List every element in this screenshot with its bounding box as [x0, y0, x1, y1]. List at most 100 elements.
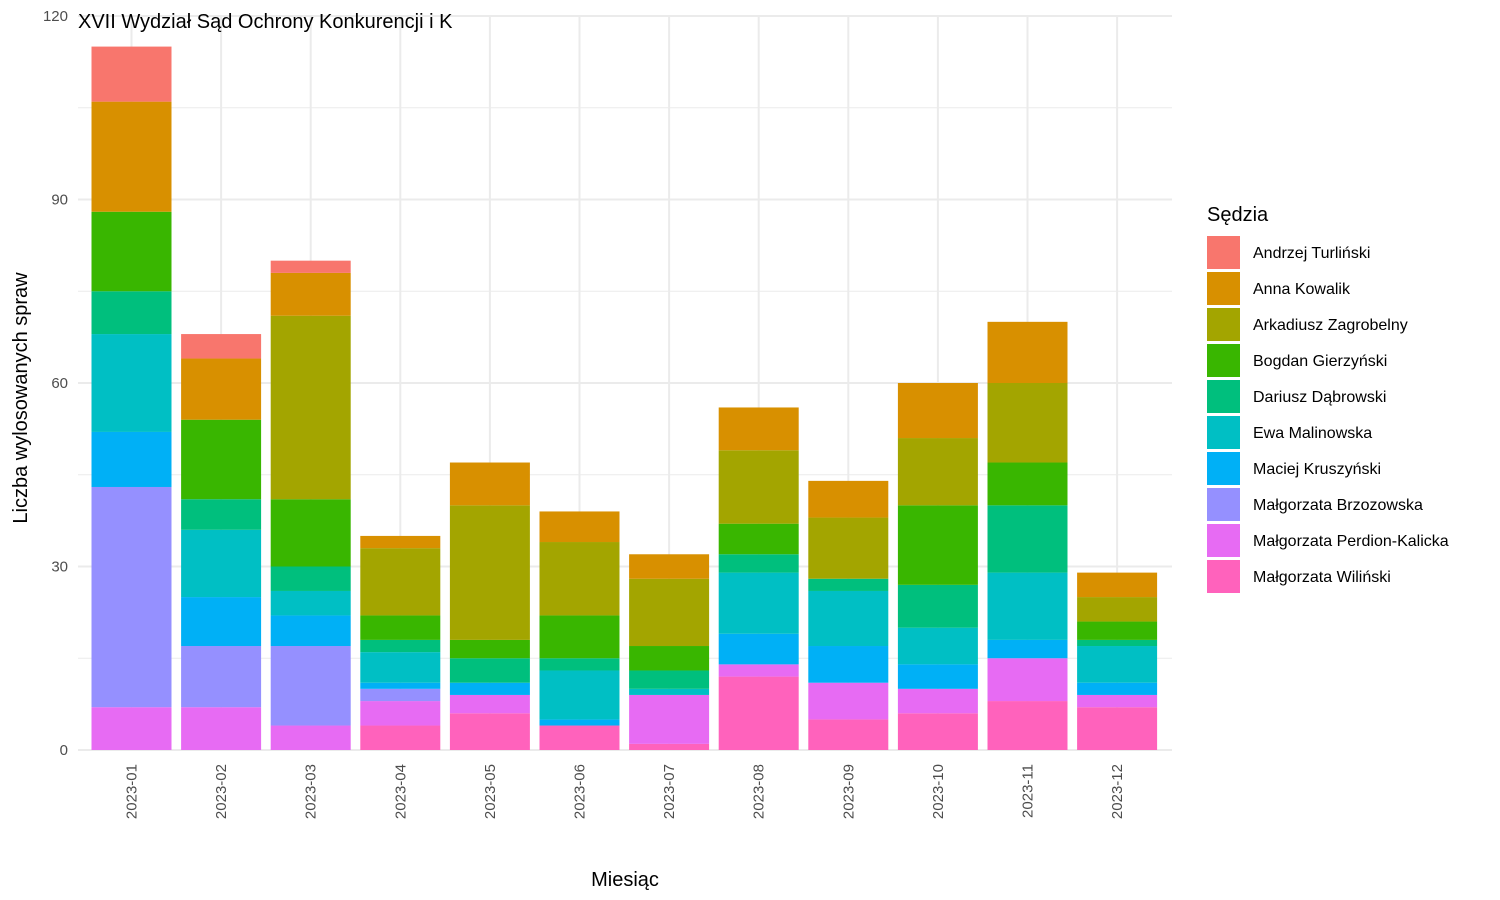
y-axis-ticks: 0 30 60 90 120: [43, 8, 68, 759]
bar-segment: [1077, 572, 1158, 598]
bar-segment: [718, 664, 799, 677]
bar-segment: [718, 523, 799, 555]
bar-segment: [629, 578, 710, 647]
x-axis-title: Miesiąc: [591, 869, 659, 891]
bar-segment: [181, 358, 262, 420]
bar-segment: [360, 639, 441, 653]
bar-segment: [629, 646, 710, 671]
bar-segment: [181, 597, 262, 647]
legend-label: Małgorzata Wiliński: [1253, 569, 1391, 586]
bar-segment: [987, 462, 1068, 506]
bar-segment: [897, 438, 978, 506]
bar-segment: [360, 725, 441, 750]
bar-segment: [539, 615, 620, 659]
x-tick-label: 2023-07: [661, 764, 678, 819]
bar-segment: [270, 615, 351, 647]
bar-segment: [360, 688, 441, 702]
bar-segment: [181, 707, 262, 750]
y-tick-label: 30: [51, 559, 68, 576]
bar-segment: [360, 652, 441, 683]
bar-segment: [360, 701, 441, 726]
x-tick-label: 2023-09: [840, 764, 857, 819]
bar-segment: [987, 505, 1068, 573]
legend-swatch: [1207, 560, 1240, 593]
bar-segment: [808, 646, 889, 683]
legend-swatch: [1207, 236, 1240, 269]
bar-segment: [449, 694, 530, 714]
bar-segment: [718, 407, 799, 451]
bar-segment: [539, 670, 620, 720]
bar-segment: [808, 578, 889, 591]
bar-segment: [1077, 707, 1158, 750]
bar-segment: [1077, 597, 1158, 622]
chart-title: XVII Wydział Sąd Ochrony Konkurencji i K: [78, 11, 453, 33]
x-tick-label: 2023-10: [930, 764, 947, 819]
bar-segment: [270, 315, 351, 500]
x-tick-label: 2023-03: [303, 764, 320, 819]
bar-segment: [987, 701, 1068, 750]
legend: Sędzia Andrzej Turliński Anna Kowalik Arka…: [1207, 204, 1449, 593]
bar-segment: [539, 725, 620, 750]
bar-segment: [987, 321, 1068, 383]
bar-segment: [91, 211, 172, 292]
bar-segment: [449, 713, 530, 750]
legend-label: Anna Kowalik: [1253, 281, 1351, 298]
y-tick-label: 0: [60, 742, 68, 759]
x-tick-label: 2023-05: [482, 764, 499, 819]
bar-segment: [270, 725, 351, 750]
bar-segment: [360, 548, 441, 616]
bar-segment: [1077, 682, 1158, 695]
bar-segment: [270, 272, 351, 316]
bar-segment: [1077, 639, 1158, 647]
bar-segment: [897, 383, 978, 439]
bar-segment: [629, 694, 710, 744]
bar-segment: [897, 627, 978, 665]
legend-label: Bogdan Gierzyński: [1253, 353, 1387, 370]
bar-segment: [270, 260, 351, 273]
bar-segment: [629, 670, 710, 689]
x-tick-label: 2023-08: [751, 764, 768, 819]
bar-segment: [91, 101, 172, 212]
y-tick-label: 60: [51, 375, 68, 392]
legend-label: Dariusz Dąbrowski: [1253, 389, 1386, 406]
bar-segment: [91, 334, 172, 432]
legend-swatch: [1207, 272, 1240, 305]
x-tick-label: 2023-06: [572, 764, 589, 819]
bar-segment: [270, 590, 351, 616]
bar-segment: [629, 743, 710, 750]
x-tick-label: 2023-12: [1109, 764, 1126, 819]
legend-swatch: [1207, 452, 1240, 485]
bar-segment: [718, 450, 799, 524]
bar-segment: [91, 707, 172, 750]
bar-segment: [718, 554, 799, 573]
legend-label: Małgorzata Brzozowska: [1253, 497, 1423, 514]
bar-segment: [360, 535, 441, 549]
bar-segment: [987, 572, 1068, 640]
bar-segment: [181, 419, 262, 500]
bar-segment: [1077, 621, 1158, 640]
x-tick-label: 2023-01: [124, 764, 141, 819]
bar-segment: [808, 719, 889, 750]
x-axis-ticks: 2023-01 2023-02 2023-03 2023-04 2023-05 2023-…: [124, 764, 1127, 819]
bar-segment: [91, 486, 172, 708]
bar-segment: [897, 713, 978, 750]
bar-segment: [897, 584, 978, 628]
legend-swatch: [1207, 416, 1240, 449]
legend-label: Arkadiusz Zagrobelny: [1253, 317, 1408, 334]
legend-items: Andrzej Turliński Anna Kowalik Arkadiusz Z…: [1207, 236, 1449, 593]
bar-segment: [987, 639, 1068, 659]
bar-segment: [449, 682, 530, 695]
bar-segment: [718, 633, 799, 665]
bar-segment: [629, 688, 710, 695]
bar-segment: [360, 615, 441, 640]
bar-segment: [987, 658, 1068, 702]
y-axis-title: Liczba wylosowanych spraw: [10, 272, 32, 524]
bar-segment: [808, 480, 889, 518]
bar-segment: [1077, 694, 1158, 708]
bar-segment: [91, 431, 172, 487]
bars-group: [91, 46, 1158, 750]
bar-segment: [449, 658, 530, 683]
bar-segment: [181, 334, 262, 359]
y-tick-label: 90: [51, 192, 68, 209]
